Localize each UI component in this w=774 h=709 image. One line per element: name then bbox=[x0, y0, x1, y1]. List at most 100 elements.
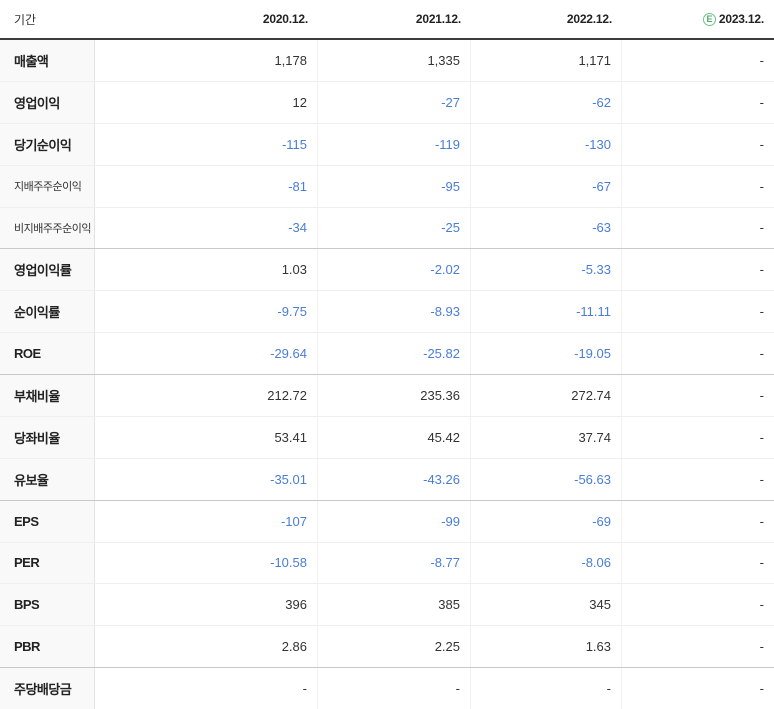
value-cell: - bbox=[759, 513, 764, 529]
value-cell: 2.25 bbox=[318, 626, 471, 668]
value-cell: -25 bbox=[318, 207, 471, 249]
value-cell: -35.01 bbox=[95, 458, 318, 500]
value-cell: 2.86 bbox=[95, 626, 318, 668]
column-header-label: 2023.12. bbox=[718, 12, 764, 26]
value-cell: -56.63 bbox=[471, 458, 622, 500]
row-label: 부채비율 bbox=[0, 375, 95, 416]
value-cell: 37.74 bbox=[471, 416, 622, 458]
value-cell: - bbox=[759, 94, 764, 110]
value-cell: -29.64 bbox=[95, 333, 318, 374]
table-row: ROE -29.64 -25.82 -19.05 - bbox=[0, 332, 774, 374]
column-header-2022: 2022.12. bbox=[471, 12, 622, 26]
value-cell: -2.02 bbox=[318, 249, 471, 291]
value-cell: -5.33 bbox=[471, 249, 622, 291]
value-cell: - bbox=[95, 668, 318, 709]
value-cell: 45.42 bbox=[318, 416, 471, 458]
value-cell: -115 bbox=[95, 123, 318, 165]
value-cell: - bbox=[759, 387, 764, 403]
table-row: 지배주주순이익 -81 -95 -67 - bbox=[0, 164, 774, 207]
table-row: 부채비율 212.72 235.36 272.74 - bbox=[0, 374, 774, 416]
value-cell: -62 bbox=[471, 81, 622, 123]
row-label: BPS bbox=[0, 584, 95, 626]
value-cell: -9.75 bbox=[95, 291, 318, 333]
table-row: EPS -107 -99 -69 - bbox=[0, 499, 774, 542]
table-row: 당기순이익 -115 -119 -130 - bbox=[0, 122, 774, 165]
row-label: PER bbox=[0, 542, 95, 584]
column-header-2020: 2020.12. bbox=[95, 12, 318, 26]
value-cell: - bbox=[318, 668, 471, 709]
value-cell: -27 bbox=[318, 81, 471, 123]
table-row: 주당배당금 - - - - bbox=[0, 667, 774, 709]
table-row: 비지배주주순이익 -34 -25 -63 - bbox=[0, 206, 774, 249]
value-cell: - bbox=[759, 136, 764, 152]
value-cell: -8.06 bbox=[471, 542, 622, 584]
value-cell: - bbox=[759, 681, 764, 697]
table-row: 매출액 1,178 1,335 1,171 - bbox=[0, 40, 774, 81]
value-cell: - bbox=[471, 668, 622, 709]
row-label: EPS bbox=[0, 500, 95, 542]
row-label: 당좌비율 bbox=[0, 416, 95, 458]
table-row: 영업이익 12 -27 -62 - bbox=[0, 80, 774, 123]
value-cell: -95 bbox=[318, 165, 471, 207]
column-header-2021: 2021.12. bbox=[318, 12, 471, 26]
value-cell: - bbox=[759, 429, 764, 445]
value-cell: 1,178 bbox=[95, 40, 318, 81]
value-cell: - bbox=[759, 52, 764, 68]
table-row: BPS 396 385 345 - bbox=[0, 583, 774, 626]
row-label: PBR bbox=[0, 626, 95, 668]
table-row: 영업이익률 1.03 -2.02 -5.33 - bbox=[0, 248, 774, 291]
value-cell: -10.58 bbox=[95, 542, 318, 584]
value-cell: 345 bbox=[471, 584, 622, 626]
value-cell: -8.93 bbox=[318, 291, 471, 333]
row-label: 비지배주주순이익 bbox=[0, 207, 95, 249]
value-cell: -119 bbox=[318, 123, 471, 165]
value-cell: - bbox=[759, 597, 764, 613]
value-cell: - bbox=[759, 304, 764, 320]
row-label: ROE bbox=[0, 333, 95, 374]
row-label: 당기순이익 bbox=[0, 123, 95, 165]
row-label: 지배주주순이익 bbox=[0, 165, 95, 207]
value-cell: - bbox=[759, 220, 764, 236]
value-cell: -43.26 bbox=[318, 458, 471, 500]
row-label: 영업이익률 bbox=[0, 249, 95, 291]
column-header-label: 2021.12. bbox=[415, 12, 461, 26]
table-row: 당좌비율 53.41 45.42 37.74 - bbox=[0, 415, 774, 458]
estimate-icon: E bbox=[702, 12, 716, 26]
row-label: 유보율 bbox=[0, 458, 95, 500]
value-cell: 1.63 bbox=[471, 626, 622, 668]
value-cell: - bbox=[759, 262, 764, 278]
row-label: 순이익률 bbox=[0, 291, 95, 333]
value-cell: - bbox=[759, 555, 764, 571]
value-cell: - bbox=[759, 178, 764, 194]
value-cell: - bbox=[759, 471, 764, 487]
row-label: 주당배당금 bbox=[0, 668, 95, 709]
value-cell: 235.36 bbox=[318, 375, 471, 416]
value-cell: -25.82 bbox=[318, 333, 471, 374]
period-corner-label: 기간 bbox=[14, 12, 37, 27]
column-header-2023-estimate: E 2023.12. bbox=[622, 12, 774, 26]
table-body: 매출액 1,178 1,335 1,171 - 영업이익 12 -27 -62 … bbox=[0, 40, 774, 709]
value-cell: 1,335 bbox=[318, 40, 471, 81]
value-cell: -34 bbox=[95, 207, 318, 249]
value-cell: -8.77 bbox=[318, 542, 471, 584]
value-cell: -67 bbox=[471, 165, 622, 207]
value-cell: -11.11 bbox=[471, 291, 622, 333]
value-cell: 1.03 bbox=[95, 249, 318, 291]
column-header-label: 2020.12. bbox=[262, 12, 308, 26]
value-cell: 53.41 bbox=[95, 416, 318, 458]
value-cell: -63 bbox=[471, 207, 622, 249]
table-row: PBR 2.86 2.25 1.63 - bbox=[0, 625, 774, 668]
value-cell: -81 bbox=[95, 165, 318, 207]
value-cell: - bbox=[759, 346, 764, 362]
value-cell: -130 bbox=[471, 123, 622, 165]
value-cell: 272.74 bbox=[471, 375, 622, 416]
value-cell: -69 bbox=[471, 500, 622, 542]
table-row: PER -10.58 -8.77 -8.06 - bbox=[0, 541, 774, 584]
value-cell: 212.72 bbox=[95, 375, 318, 416]
value-cell: 12 bbox=[95, 81, 318, 123]
value-cell: 385 bbox=[318, 584, 471, 626]
value-cell: -99 bbox=[318, 500, 471, 542]
table-row: 순이익률 -9.75 -8.93 -11.11 - bbox=[0, 290, 774, 333]
value-cell: - bbox=[759, 639, 764, 655]
